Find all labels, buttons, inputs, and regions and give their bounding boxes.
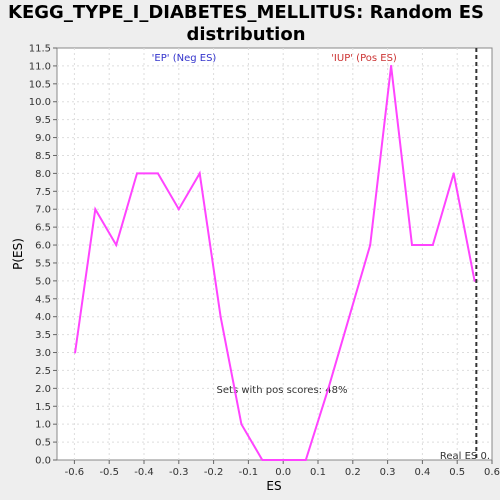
series-line [74, 65, 476, 461]
series-point [198, 172, 201, 175]
y-tick-label: 8.0 [35, 169, 51, 180]
series-point [94, 208, 97, 211]
neg-es-annotation: 'EP' (Neg ES) [152, 53, 217, 64]
pos-scores-annotation: Sets with pos scores: 48% [217, 385, 348, 396]
series-point [304, 459, 307, 461]
y-tick-label: 5.5 [35, 258, 51, 269]
series-point [410, 244, 413, 247]
x-tick-label: 0.1 [310, 467, 326, 478]
x-tick-label: -0.2 [204, 467, 224, 478]
y-tick-label: 11.5 [29, 44, 51, 55]
plot-area [56, 47, 493, 461]
chart-title-line1: KEGG_TYPE_I_DIABETES_MELLITUS: Random ES [8, 2, 484, 23]
y-axis-label: P(ES) [11, 238, 25, 270]
x-tick-label: -0.3 [169, 467, 189, 478]
series-point [219, 315, 222, 318]
y-tick-label: 7.5 [35, 187, 51, 198]
x-tick-label: 0.5 [449, 467, 465, 478]
y-tick-label: 5.0 [35, 276, 51, 287]
series-point [136, 172, 139, 175]
x-tick-label: 0.4 [414, 467, 430, 478]
series-point [348, 315, 351, 318]
x-tick-label: 0.3 [380, 467, 396, 478]
series-point [431, 244, 434, 247]
x-tick-label: -0.4 [134, 467, 154, 478]
x-tick-label: -0.1 [239, 467, 259, 478]
y-tick-label: 3.5 [35, 330, 51, 341]
y-tick-label: 3.0 [35, 348, 51, 359]
y-tick-label: 7.0 [35, 205, 51, 216]
y-tick-label: 10.5 [29, 79, 51, 90]
pos-es-annotation: 'IUP' (Pos ES) [331, 53, 397, 64]
series-point [282, 459, 285, 461]
series-point [369, 244, 372, 247]
series-point [327, 387, 330, 390]
series-point [156, 172, 159, 175]
y-tick-label: 0.0 [35, 456, 51, 467]
x-tick-label: -0.6 [65, 467, 85, 478]
y-tick-label: 9.5 [35, 115, 51, 126]
series-point [240, 423, 243, 426]
y-tick-label: 2.5 [35, 366, 51, 377]
grid-lines [57, 48, 492, 460]
real-es-label: Real ES 0. [440, 451, 490, 462]
y-tick-label: 9.0 [35, 133, 51, 144]
series-points [74, 64, 476, 461]
x-tick-label: 0.6 [484, 467, 500, 478]
x-tick-label: 0.2 [345, 467, 361, 478]
y-tick-label: 1.5 [35, 402, 51, 413]
series-point [452, 172, 455, 175]
series-point [473, 279, 476, 282]
series-point [390, 64, 393, 67]
y-tick-label: 6.5 [35, 223, 51, 234]
y-tick-label: 10.0 [29, 97, 51, 108]
chart-title-line2: distribution [186, 24, 305, 45]
series-point [74, 351, 77, 354]
y-axis-ticks: 0.0 0.5 1.0 1.5 2.0 2.5 3.0 3.5 4.0 4.5 5.0 5.5 6.0 6… [29, 44, 57, 467]
y-tick-label: 2.0 [35, 384, 51, 395]
y-tick-label: 11.0 [29, 61, 51, 72]
series-point [115, 244, 118, 247]
y-tick-label: 6.0 [35, 241, 51, 252]
y-tick-label: 4.0 [35, 312, 51, 323]
x-axis-label: ES [266, 479, 281, 493]
x-tick-label: -0.5 [99, 467, 119, 478]
y-tick-label: 1.0 [35, 420, 51, 431]
y-tick-label: 8.5 [35, 151, 51, 162]
x-axis-ticks: -0.6 -0.5 -0.4 -0.3 -0.2 -0.1 0.0 0.1 0.2 0.3 0.4 0… [65, 460, 500, 478]
series-point [261, 459, 264, 461]
y-tick-label: 4.5 [35, 294, 51, 305]
series-point [177, 208, 180, 211]
y-tick-label: 0.5 [35, 438, 51, 449]
x-tick-label: 0.0 [275, 467, 291, 478]
